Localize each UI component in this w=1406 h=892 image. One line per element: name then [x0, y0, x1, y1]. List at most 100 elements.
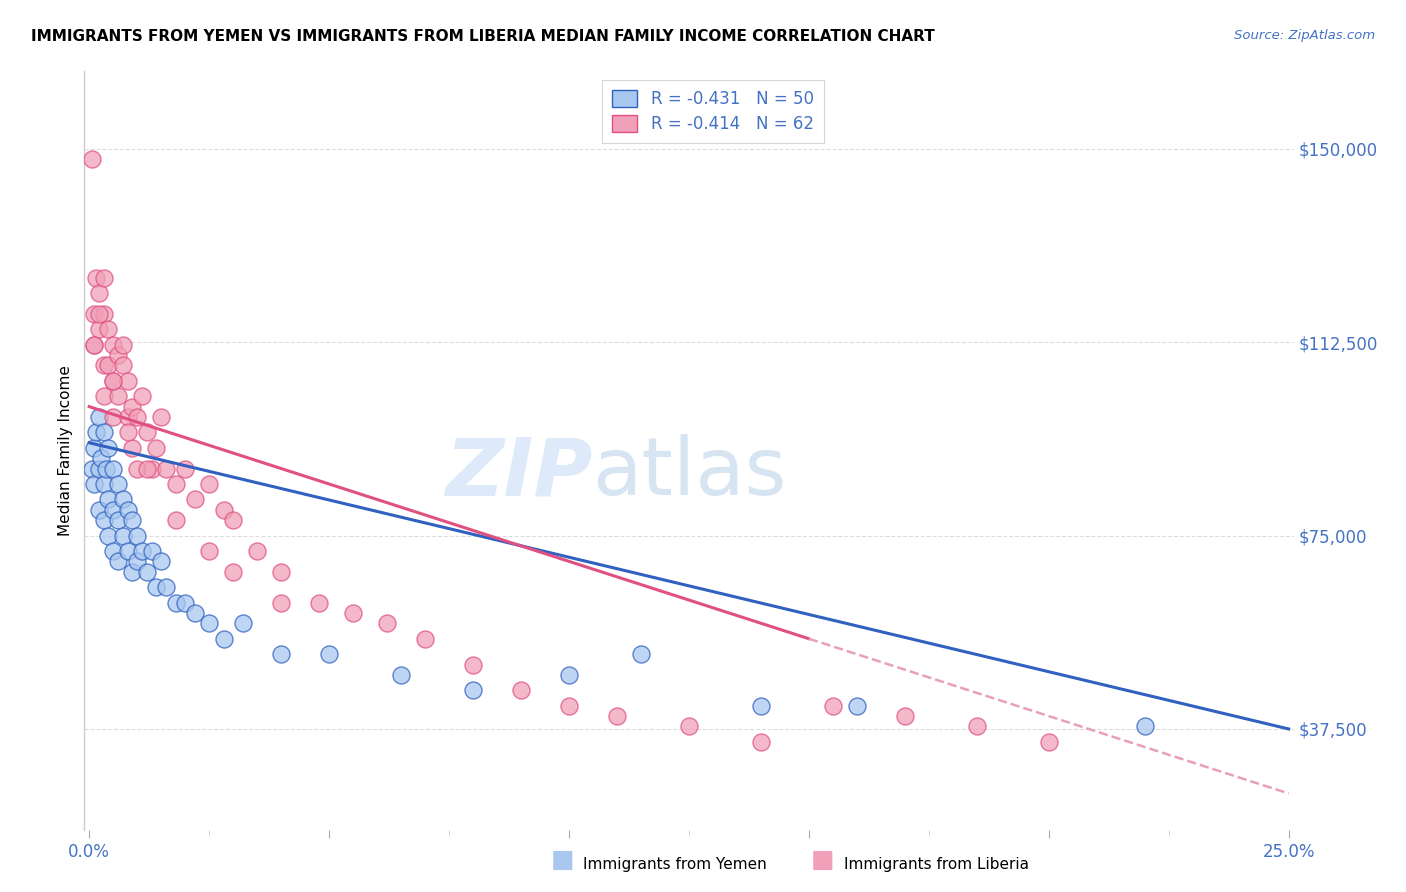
- Point: [165, 477, 187, 491]
- Point: [127, 528, 149, 542]
- Text: IMMIGRANTS FROM YEMEN VS IMMIGRANTS FROM LIBERIA MEDIAN FAMILY INCOME CORRELATIO: IMMIGRANTS FROM YEMEN VS IMMIGRANTS FROM…: [31, 29, 935, 44]
- Point: [101, 544, 124, 558]
- Point: [107, 513, 129, 527]
- Point: [270, 647, 292, 661]
- Point: [121, 441, 143, 455]
- Point: [94, 461, 117, 475]
- Point: [83, 337, 105, 351]
- Point: [87, 286, 110, 301]
- Point: [131, 389, 153, 403]
- Point: [894, 709, 917, 723]
- Point: [117, 374, 139, 388]
- Text: Source: ZipAtlas.com: Source: ZipAtlas.com: [1234, 29, 1375, 42]
- Point: [101, 374, 124, 388]
- Point: [90, 451, 112, 466]
- Point: [127, 554, 149, 568]
- Point: [232, 616, 254, 631]
- Point: [107, 348, 129, 362]
- Point: [141, 544, 163, 558]
- Y-axis label: Median Family Income: Median Family Income: [58, 365, 73, 536]
- Point: [845, 698, 868, 713]
- Point: [145, 441, 167, 455]
- Point: [97, 441, 120, 455]
- Point: [117, 409, 139, 424]
- Point: [87, 461, 110, 475]
- Point: [135, 565, 157, 579]
- Point: [821, 698, 844, 713]
- Text: ■: ■: [811, 848, 834, 872]
- Point: [135, 425, 157, 440]
- Point: [749, 698, 772, 713]
- Text: Immigrants from Liberia: Immigrants from Liberia: [844, 857, 1029, 872]
- Point: [150, 554, 173, 568]
- Point: [86, 270, 108, 285]
- Point: [966, 719, 988, 733]
- Point: [198, 477, 221, 491]
- Point: [121, 565, 143, 579]
- Point: [342, 606, 364, 620]
- Point: [83, 307, 105, 321]
- Point: [461, 657, 484, 672]
- Point: [318, 647, 340, 661]
- Point: [174, 461, 197, 475]
- Point: [101, 502, 124, 516]
- Point: [93, 359, 115, 373]
- Text: atlas: atlas: [592, 434, 786, 512]
- Point: [107, 389, 129, 403]
- Point: [183, 606, 205, 620]
- Point: [80, 461, 103, 475]
- Point: [83, 477, 105, 491]
- Point: [1038, 735, 1060, 749]
- Point: [155, 461, 177, 475]
- Point: [212, 502, 235, 516]
- Point: [558, 668, 581, 682]
- Point: [111, 528, 134, 542]
- Point: [308, 596, 330, 610]
- Point: [117, 502, 139, 516]
- Point: [97, 492, 120, 507]
- Point: [117, 425, 139, 440]
- Point: [87, 409, 110, 424]
- Point: [93, 389, 115, 403]
- Point: [198, 616, 221, 631]
- Point: [107, 554, 129, 568]
- Point: [97, 528, 120, 542]
- Point: [121, 400, 143, 414]
- Point: [165, 596, 187, 610]
- Point: [198, 544, 221, 558]
- Point: [127, 409, 149, 424]
- Point: [270, 596, 292, 610]
- Point: [222, 513, 245, 527]
- Point: [558, 698, 581, 713]
- Point: [413, 632, 436, 646]
- Point: [141, 461, 163, 475]
- Point: [87, 322, 110, 336]
- Point: [80, 152, 103, 166]
- Point: [121, 513, 143, 527]
- Point: [107, 477, 129, 491]
- Point: [97, 359, 120, 373]
- Point: [93, 513, 115, 527]
- Point: [87, 502, 110, 516]
- Point: [375, 616, 398, 631]
- Point: [1133, 719, 1156, 733]
- Point: [749, 735, 772, 749]
- Point: [135, 461, 157, 475]
- Point: [155, 580, 177, 594]
- Point: [93, 477, 115, 491]
- Point: [93, 270, 115, 285]
- Point: [111, 359, 134, 373]
- Point: [86, 425, 108, 440]
- Point: [111, 337, 134, 351]
- Point: [117, 544, 139, 558]
- Point: [606, 709, 628, 723]
- Point: [389, 668, 412, 682]
- Point: [630, 647, 652, 661]
- Point: [131, 544, 153, 558]
- Point: [87, 307, 110, 321]
- Point: [111, 492, 134, 507]
- Point: [246, 544, 269, 558]
- Text: ■: ■: [551, 848, 574, 872]
- Text: ZIP: ZIP: [444, 434, 592, 512]
- Point: [97, 322, 120, 336]
